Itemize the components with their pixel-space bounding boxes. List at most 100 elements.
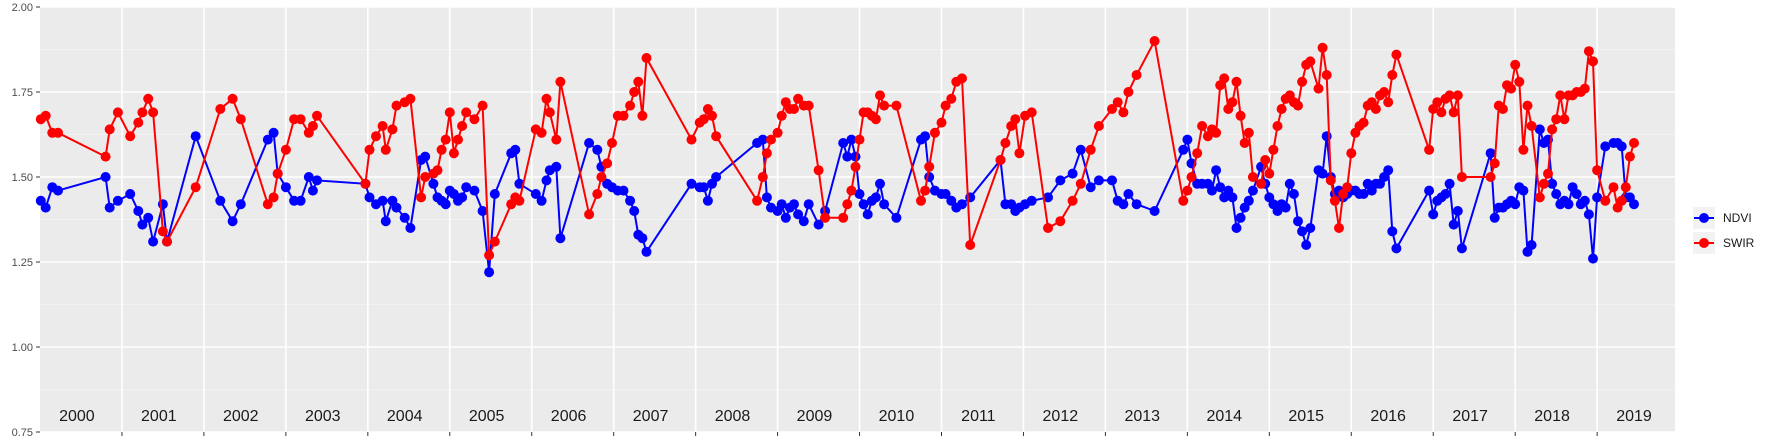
- data-point-swir: [625, 100, 636, 111]
- data-point-swir: [965, 240, 976, 250]
- data-point-swir: [380, 144, 391, 155]
- data-point-swir: [448, 148, 459, 159]
- data-point-ndvi: [1231, 223, 1242, 233]
- data-point-swir: [1178, 195, 1189, 206]
- data-point-ndvi: [618, 185, 629, 196]
- data-point-swir: [1424, 144, 1435, 155]
- data-point-swir: [776, 110, 787, 121]
- data-point-swir: [1534, 192, 1545, 203]
- data-point-swir: [1342, 182, 1353, 193]
- data-point-ndvi: [536, 195, 547, 206]
- data-point-swir: [936, 117, 947, 128]
- y-tick-label: 1.50: [12, 172, 33, 184]
- data-point-swir: [157, 226, 168, 237]
- data-point-ndvi: [377, 195, 388, 206]
- data-point-ndvi: [104, 202, 115, 213]
- data-point-ndvi: [698, 182, 709, 193]
- data-point-ndvi: [1026, 195, 1037, 206]
- data-point-swir: [536, 127, 547, 138]
- y-tick-label: 1.75: [12, 87, 33, 99]
- year-label: 2015: [1288, 408, 1324, 425]
- data-point-ndvi: [761, 192, 772, 203]
- legend-label: NDVI: [1723, 211, 1752, 225]
- data-point-ndvi: [858, 199, 869, 210]
- data-point-ndvi: [1456, 243, 1467, 254]
- data-point-ndvi: [262, 134, 273, 145]
- data-point-swir: [514, 195, 525, 206]
- data-point-ndvi: [484, 267, 495, 278]
- data-point-swir: [1506, 83, 1517, 94]
- data-point-ndvi: [957, 199, 967, 210]
- data-point-swir: [436, 144, 447, 155]
- data-point-swir: [633, 76, 644, 87]
- data-point-swir: [1518, 144, 1529, 155]
- data-point-ndvi: [1547, 178, 1558, 189]
- data-point-swir: [1247, 172, 1258, 182]
- data-point-swir: [444, 107, 455, 118]
- data-point-swir: [1235, 110, 1246, 121]
- data-point-swir: [1522, 100, 1533, 111]
- data-point-swir: [1149, 36, 1160, 46]
- data-point-swir: [879, 100, 890, 111]
- data-point-ndvi: [757, 134, 768, 145]
- year-label: 2014: [1206, 408, 1242, 425]
- series-layer: [35, 36, 1639, 278]
- year-label: 2013: [1124, 408, 1160, 425]
- data-point-swir: [235, 114, 246, 125]
- data-point-swir: [1452, 90, 1463, 101]
- data-point-swir: [1297, 76, 1308, 87]
- data-point-swir: [1608, 182, 1619, 193]
- data-point-swir: [1260, 155, 1271, 165]
- data-point-ndvi: [1247, 185, 1258, 196]
- data-point-ndvi: [1428, 209, 1439, 220]
- data-point-ndvi: [133, 206, 144, 216]
- data-point-ndvi: [215, 195, 226, 206]
- data-point-swir: [1555, 90, 1566, 101]
- data-point-ndvi: [1301, 240, 1312, 250]
- data-point-swir: [272, 168, 283, 179]
- data-point-swir: [125, 131, 136, 142]
- data-point-ndvi: [469, 185, 480, 196]
- data-point-swir: [469, 114, 480, 125]
- data-point-swir: [1592, 165, 1603, 176]
- data-point-swir: [870, 114, 881, 125]
- data-point-ndvi: [641, 246, 652, 257]
- data-point-ndvi: [1387, 226, 1398, 237]
- data-point-swir: [104, 124, 115, 135]
- data-point-swir: [1227, 97, 1238, 108]
- data-point-swir: [920, 185, 931, 196]
- data-point-ndvi: [1424, 185, 1435, 196]
- data-point-swir: [1436, 107, 1447, 118]
- data-point-ndvi: [235, 199, 246, 210]
- data-point-ndvi: [1444, 178, 1455, 189]
- year-label: 2012: [1043, 408, 1079, 425]
- data-point-swir: [432, 165, 443, 176]
- data-point-ndvi: [1317, 168, 1328, 179]
- data-point-swir: [766, 134, 776, 145]
- data-point-ndvi: [440, 199, 451, 210]
- data-point-swir: [1272, 121, 1283, 131]
- data-point-swir: [457, 121, 468, 131]
- data-point-ndvi: [803, 199, 814, 210]
- y-axis: 0.75 1.00 1.25 1.50 1.75 2.00: [12, 2, 40, 439]
- data-point-ndvi: [862, 209, 873, 220]
- data-point-ndvi: [551, 161, 562, 172]
- data-point-swir: [1444, 90, 1455, 101]
- data-point-swir: [1131, 70, 1142, 80]
- data-point-swir: [148, 107, 159, 118]
- data-point-swir: [924, 161, 935, 172]
- data-point-swir: [1370, 104, 1381, 114]
- data-point-ndvi: [854, 189, 865, 199]
- data-point-swir: [1112, 97, 1123, 108]
- data-point-ndvi: [1107, 175, 1117, 186]
- data-point-swir: [1243, 127, 1254, 138]
- data-point-swir: [1093, 121, 1104, 131]
- data-point-ndvi: [1123, 189, 1134, 199]
- data-point-swir: [227, 93, 238, 104]
- data-point-ndvi: [555, 233, 566, 244]
- year-label: 2011: [961, 408, 996, 425]
- data-point-ndvi: [1391, 243, 1402, 254]
- data-point-swir: [1321, 70, 1332, 80]
